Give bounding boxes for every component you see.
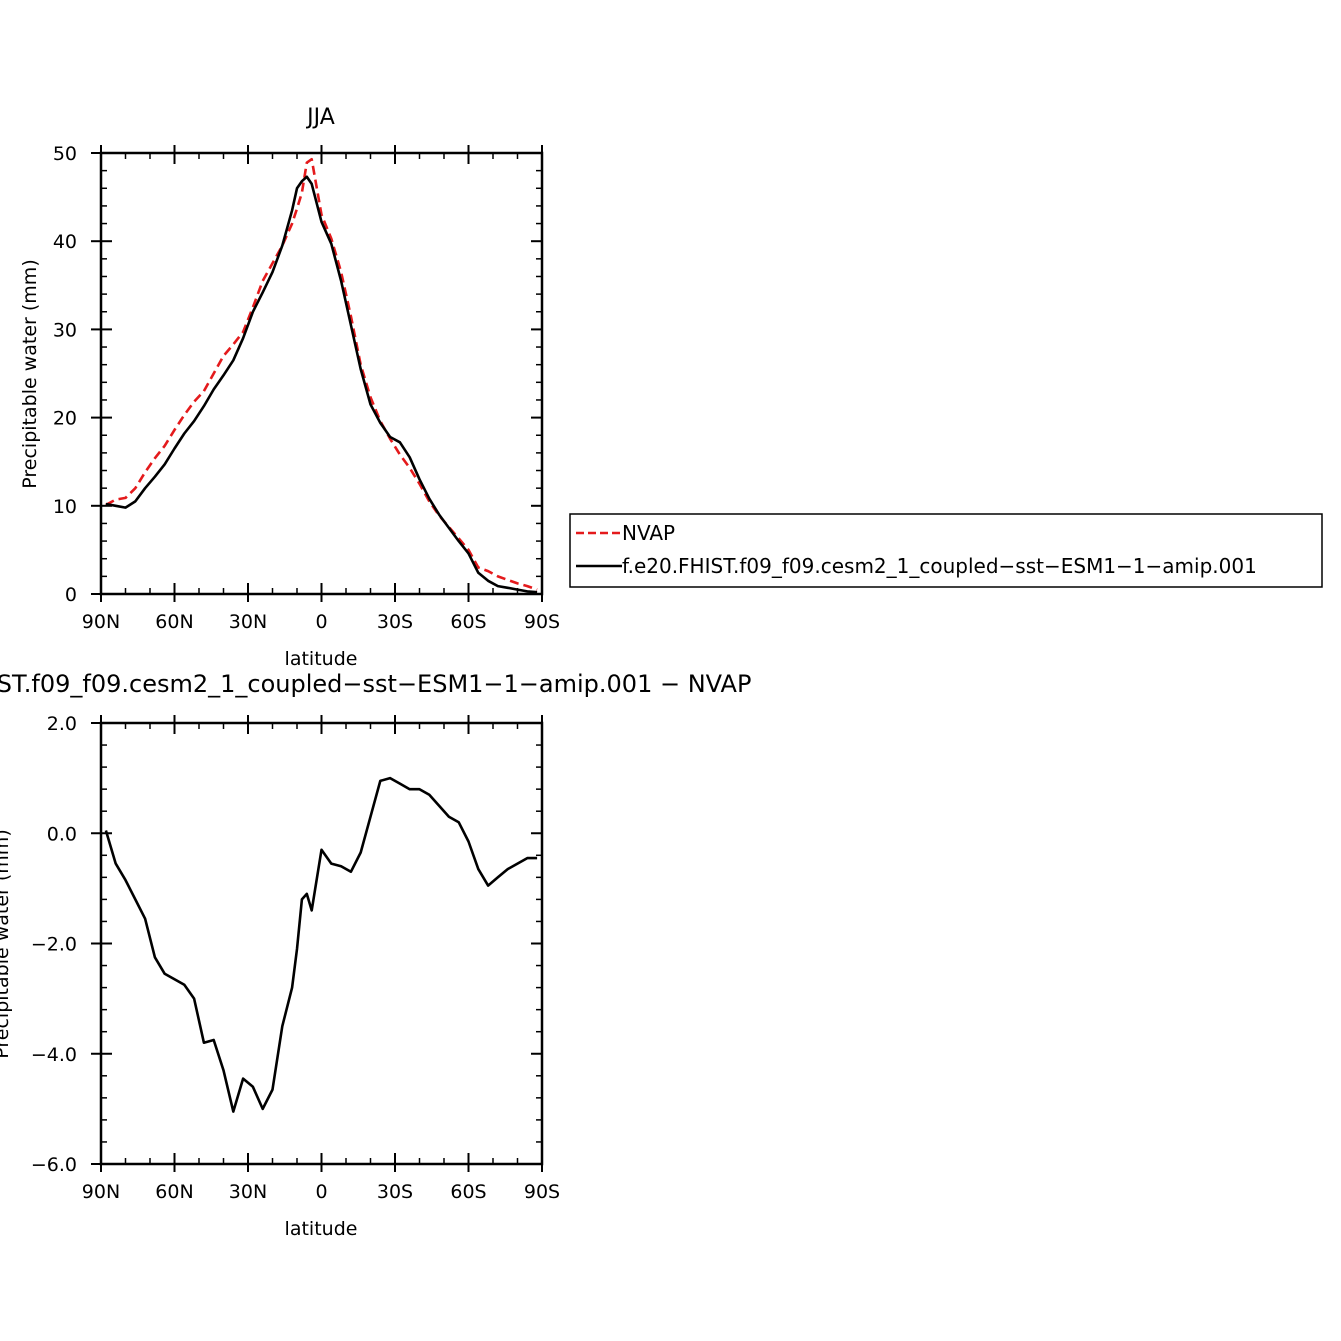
bottom-y-tick-label: −2.0 xyxy=(31,934,77,956)
top-plot-area xyxy=(105,157,538,594)
top-y-tick-label: 50 xyxy=(53,143,77,165)
top-title: JJA xyxy=(305,105,335,130)
top-axes: 90N 60N 30N 0 30S 60S 90S 0 10 20 30 40 50 xyxy=(53,143,560,633)
top-x-tick-label: 60S xyxy=(450,611,486,633)
bottom-frame xyxy=(99,721,544,1166)
top-y-tick-label: 10 xyxy=(53,496,77,518)
top-y-tick-label: 40 xyxy=(53,231,77,253)
bottom-x-tick-label: 60S xyxy=(450,1181,486,1203)
bottom-y-axis-label: Precipitable water (mm) xyxy=(0,829,13,1058)
top-y-tick-label: 30 xyxy=(53,319,77,341)
legend-box xyxy=(569,513,1323,588)
top-panel: JJA 90N 60N 30N 0 30S 60S 90S 0 10 20 30 40 50 latit… xyxy=(19,105,560,670)
bottom-x-tick-label: 30N xyxy=(229,1181,267,1203)
top-y-axis-label: Precipitable water (mm) xyxy=(19,259,41,488)
bottom-title: f.e20.FHIST.f09_f09.cesm2_1_coupled−sst−… xyxy=(0,670,751,698)
top-x-tick-label: 60N xyxy=(155,611,193,633)
top-x-axis-label: latitude xyxy=(285,648,358,670)
legend: NVAP f.e20.FHIST.f09_f09.cesm2_1_coupled… xyxy=(569,513,1323,588)
bottom-series-line-0 xyxy=(104,776,538,1113)
top-x-tick-label: 90N xyxy=(82,611,120,633)
top-x-tick-label: 0 xyxy=(315,611,327,633)
bottom-y-tick-label: 2.0 xyxy=(47,713,77,735)
bottom-x-tick-label: 90N xyxy=(82,1181,120,1203)
bottom-x-tick-label: 0 xyxy=(315,1181,327,1203)
top-y-tick-label: 0 xyxy=(65,584,77,606)
bottom-x-tick-label: 30S xyxy=(377,1181,413,1203)
bottom-x-tick-label: 60N xyxy=(155,1181,193,1203)
bottom-panel: f.e20.FHIST.f09_f09.cesm2_1_coupled−sst−… xyxy=(0,670,751,1240)
top-x-tick-label: 90S xyxy=(524,611,560,633)
bottom-x-tick-label: 90S xyxy=(524,1181,560,1203)
top-x-tick-label: 30S xyxy=(377,611,413,633)
legend-entry-nvap: NVAP xyxy=(622,521,675,545)
bottom-x-axis-label: latitude xyxy=(285,1218,358,1240)
bottom-y-tick-label: 0.0 xyxy=(47,823,77,845)
bottom-y-tick-label: −4.0 xyxy=(31,1044,77,1066)
top-x-tick-label: 30N xyxy=(229,611,267,633)
legend-entry-model: f.e20.FHIST.f09_f09.cesm2_1_coupled−sst−… xyxy=(622,554,1257,578)
bottom-axes: 90N 60N 30N 0 30S 60S 90S −6.0 −4.0 −2.0 0.0 2.0 xyxy=(31,713,560,1203)
top-series-line-0 xyxy=(105,157,538,591)
top-y-tick-label: 20 xyxy=(53,408,77,430)
bottom-y-tick-label: −6.0 xyxy=(31,1154,77,1176)
bottom-plot-area xyxy=(104,776,538,1113)
top-series-line-1 xyxy=(105,175,538,594)
